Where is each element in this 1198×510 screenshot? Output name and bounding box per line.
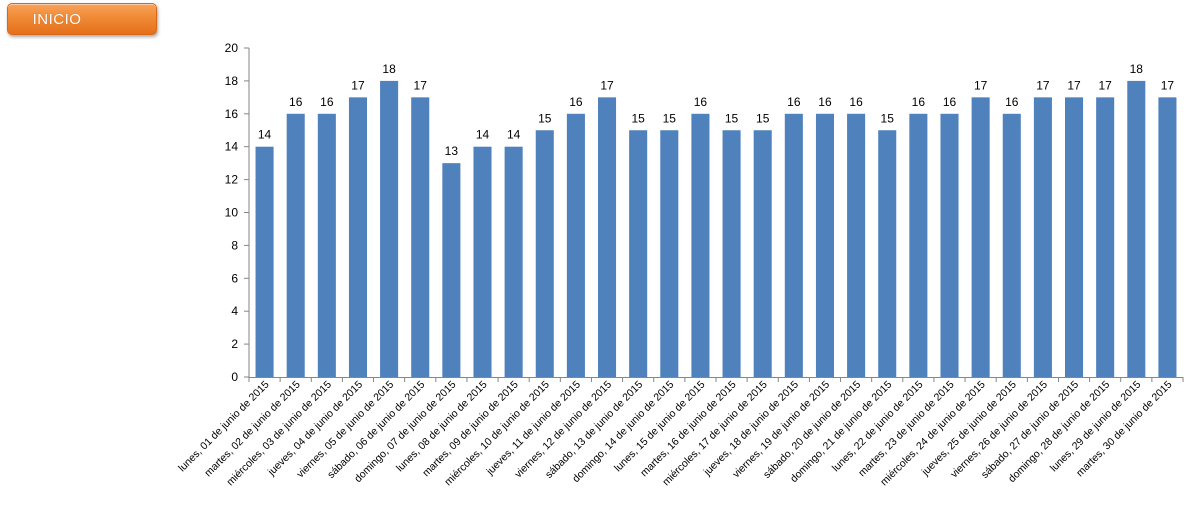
bar — [535, 130, 554, 377]
bar — [691, 113, 710, 378]
bar — [784, 113, 803, 378]
data-label: 18 — [382, 62, 396, 76]
bar — [598, 97, 617, 377]
data-label: 15 — [725, 111, 739, 125]
data-label: 16 — [849, 95, 863, 109]
y-tick-label: 18 — [225, 74, 239, 88]
bar — [473, 146, 492, 377]
data-label: 17 — [1098, 78, 1112, 92]
bar — [255, 146, 274, 377]
data-label: 14 — [476, 128, 490, 142]
data-label: 16 — [289, 95, 303, 109]
y-tick-label: 16 — [225, 107, 239, 121]
bar — [411, 97, 430, 377]
y-tick-label: 14 — [225, 140, 239, 154]
data-label: 14 — [507, 128, 521, 142]
bar — [1158, 97, 1177, 377]
bar — [660, 130, 679, 377]
bar — [878, 130, 897, 377]
y-tick-label: 8 — [231, 238, 238, 252]
data-label: 16 — [1005, 95, 1019, 109]
data-label: 14 — [258, 128, 272, 142]
bar — [442, 163, 461, 377]
y-tick-label: 2 — [231, 337, 238, 351]
bar — [1096, 97, 1115, 377]
y-tick-label: 20 — [225, 41, 239, 55]
data-label: 17 — [1036, 78, 1050, 92]
bar — [286, 113, 305, 378]
data-label: 16 — [912, 95, 926, 109]
data-label: 16 — [569, 95, 583, 109]
data-label: 16 — [320, 95, 334, 109]
data-label: 17 — [1161, 78, 1175, 92]
bar — [753, 130, 772, 377]
data-label: 17 — [1067, 78, 1081, 92]
y-tick-label: 0 — [231, 370, 238, 384]
data-label: 17 — [351, 78, 365, 92]
data-label: 16 — [818, 95, 832, 109]
data-label: 15 — [881, 111, 895, 125]
data-label: 18 — [1130, 62, 1144, 76]
bar — [1002, 113, 1021, 378]
bar — [1127, 80, 1146, 378]
bar — [722, 130, 741, 377]
data-label: 13 — [445, 144, 459, 158]
data-label: 17 — [600, 78, 614, 92]
data-label: 15 — [538, 111, 552, 125]
y-tick-label: 10 — [225, 206, 239, 220]
bar — [971, 97, 990, 377]
y-tick-label: 12 — [225, 173, 239, 187]
data-label: 15 — [631, 111, 645, 125]
data-label: 16 — [694, 95, 708, 109]
bar — [566, 113, 585, 378]
data-label: 15 — [756, 111, 770, 125]
y-tick-label: 4 — [231, 304, 238, 318]
data-label: 17 — [414, 78, 428, 92]
data-label: 17 — [974, 78, 988, 92]
bar — [629, 130, 648, 377]
bar — [909, 113, 928, 378]
y-tick-label: 6 — [231, 271, 238, 285]
data-label: 16 — [943, 95, 957, 109]
data-label: 16 — [787, 95, 801, 109]
bar — [317, 113, 336, 378]
bar — [348, 97, 367, 377]
data-label: 15 — [663, 111, 677, 125]
bar — [940, 113, 959, 378]
bar — [380, 80, 399, 378]
inicio-button[interactable]: INICIO — [7, 3, 157, 35]
bar — [815, 113, 834, 378]
bar — [847, 113, 866, 378]
bar — [1065, 97, 1084, 377]
bar — [504, 146, 523, 377]
bar — [1033, 97, 1052, 377]
